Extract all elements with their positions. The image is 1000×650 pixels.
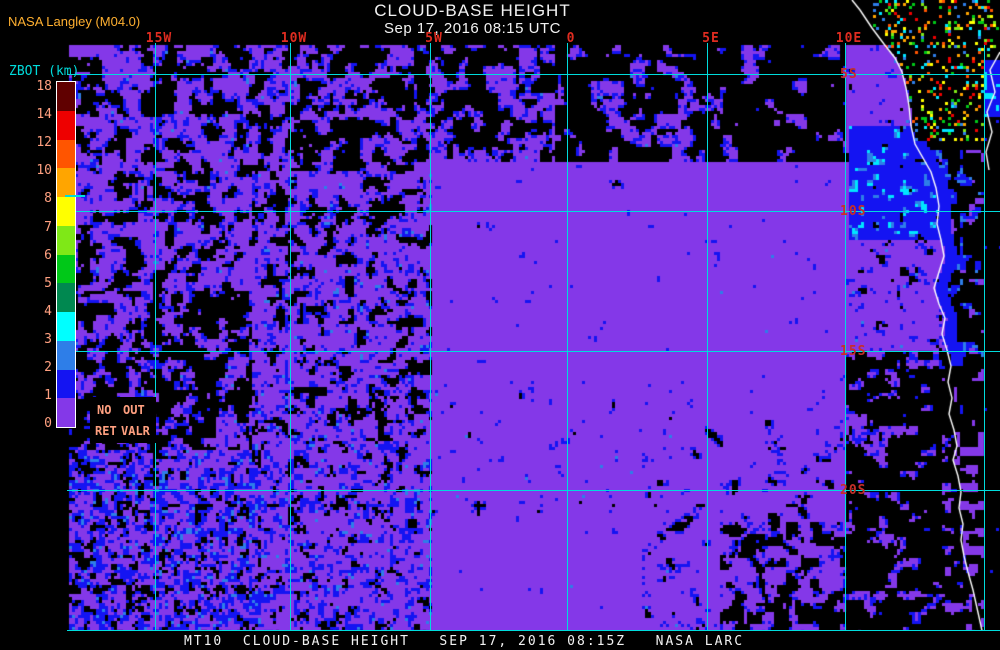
datetime-label: Sep 17, 2016 08:15 UTC xyxy=(384,20,561,37)
gridline-lat-10S xyxy=(67,211,1000,212)
colorbar-tick-8: 8 xyxy=(44,191,52,207)
colorbar-tick-5: 5 xyxy=(44,275,52,291)
colorbar-segment-6 xyxy=(57,254,75,284)
flag-label-ret: RET xyxy=(95,424,117,438)
gridline-lat-15S xyxy=(67,351,1000,352)
colorbar-segment-4 xyxy=(57,197,75,226)
gridline-lat-5S xyxy=(67,74,1000,75)
colorbar-tick-3: 3 xyxy=(44,331,52,347)
colorbar-segment-9 xyxy=(57,340,75,370)
map-right-border xyxy=(984,45,985,631)
gridline-lon-0 xyxy=(567,43,568,631)
gridline-lon-5W xyxy=(430,43,431,631)
colorbar-segment-2 xyxy=(57,139,75,169)
colorbar-tick-0: 0 xyxy=(44,416,52,432)
gridline-lon-5E xyxy=(707,43,708,631)
colorbar-segment-1 xyxy=(57,110,75,140)
gridline-lon-10W xyxy=(290,43,291,631)
colorbar-segment-5 xyxy=(57,225,75,255)
colorbar-tick-6: 6 xyxy=(44,247,52,263)
colorbar-mean-tick xyxy=(65,195,85,197)
colorbar-title: ZBOT (km) xyxy=(9,64,80,79)
lat-label-10S: 10S xyxy=(840,204,867,219)
lat-label-20S: 20S xyxy=(840,483,867,498)
colorbar-segment-8 xyxy=(57,312,75,341)
lon-label-0: 0 xyxy=(566,31,576,46)
colorbar-tick-7: 7 xyxy=(44,219,52,235)
lon-label-15W: 15W xyxy=(145,31,173,46)
map-bottom-border xyxy=(67,630,1000,631)
colorbar-segment-11 xyxy=(57,398,75,427)
flag-label-no: NO xyxy=(97,403,112,417)
gridline-lat-20S xyxy=(67,490,1000,491)
lon-label-10E: 10E xyxy=(835,31,863,46)
nasa-credit-label: NASA Langley (M04.0) xyxy=(8,14,141,29)
colorbar-tick-2: 2 xyxy=(44,360,52,375)
colorbar-tick-4: 4 xyxy=(44,303,52,319)
colorbar-tick-18: 18 xyxy=(36,79,52,94)
colorbar-segment-0 xyxy=(57,82,75,111)
caption-text: MT10 CLOUD-BASE HEIGHT SEP 17, 2016 08:1… xyxy=(183,634,745,649)
colorbar-tick-14: 14 xyxy=(36,107,52,123)
lon-label-10W: 10W xyxy=(280,31,308,46)
colorbar-segment-3 xyxy=(57,168,75,197)
flag-label-out: OUT xyxy=(123,403,145,417)
colorbar-tick-10: 10 xyxy=(36,163,52,179)
gridline-lon-15W xyxy=(155,43,156,631)
gridline-lon-10E xyxy=(845,43,846,631)
colorbar-tick-12: 12 xyxy=(36,135,52,151)
flag-label-valr: VALR xyxy=(121,424,150,438)
caption-bar xyxy=(0,631,1000,650)
flag-legend-backing xyxy=(90,397,156,443)
colorbar-tick-1: 1 xyxy=(44,388,52,404)
lat-label-5S: 5S xyxy=(840,67,858,82)
colorbar-segment-10 xyxy=(57,369,75,399)
lat-label-15S: 15S xyxy=(840,344,867,359)
page-title: CLOUD-BASE HEIGHT xyxy=(374,1,571,20)
colorbar xyxy=(56,81,76,428)
colorbar-segment-7 xyxy=(57,283,75,312)
lon-label-5W: 5W xyxy=(425,31,443,46)
lon-label-5E: 5E xyxy=(702,31,720,46)
